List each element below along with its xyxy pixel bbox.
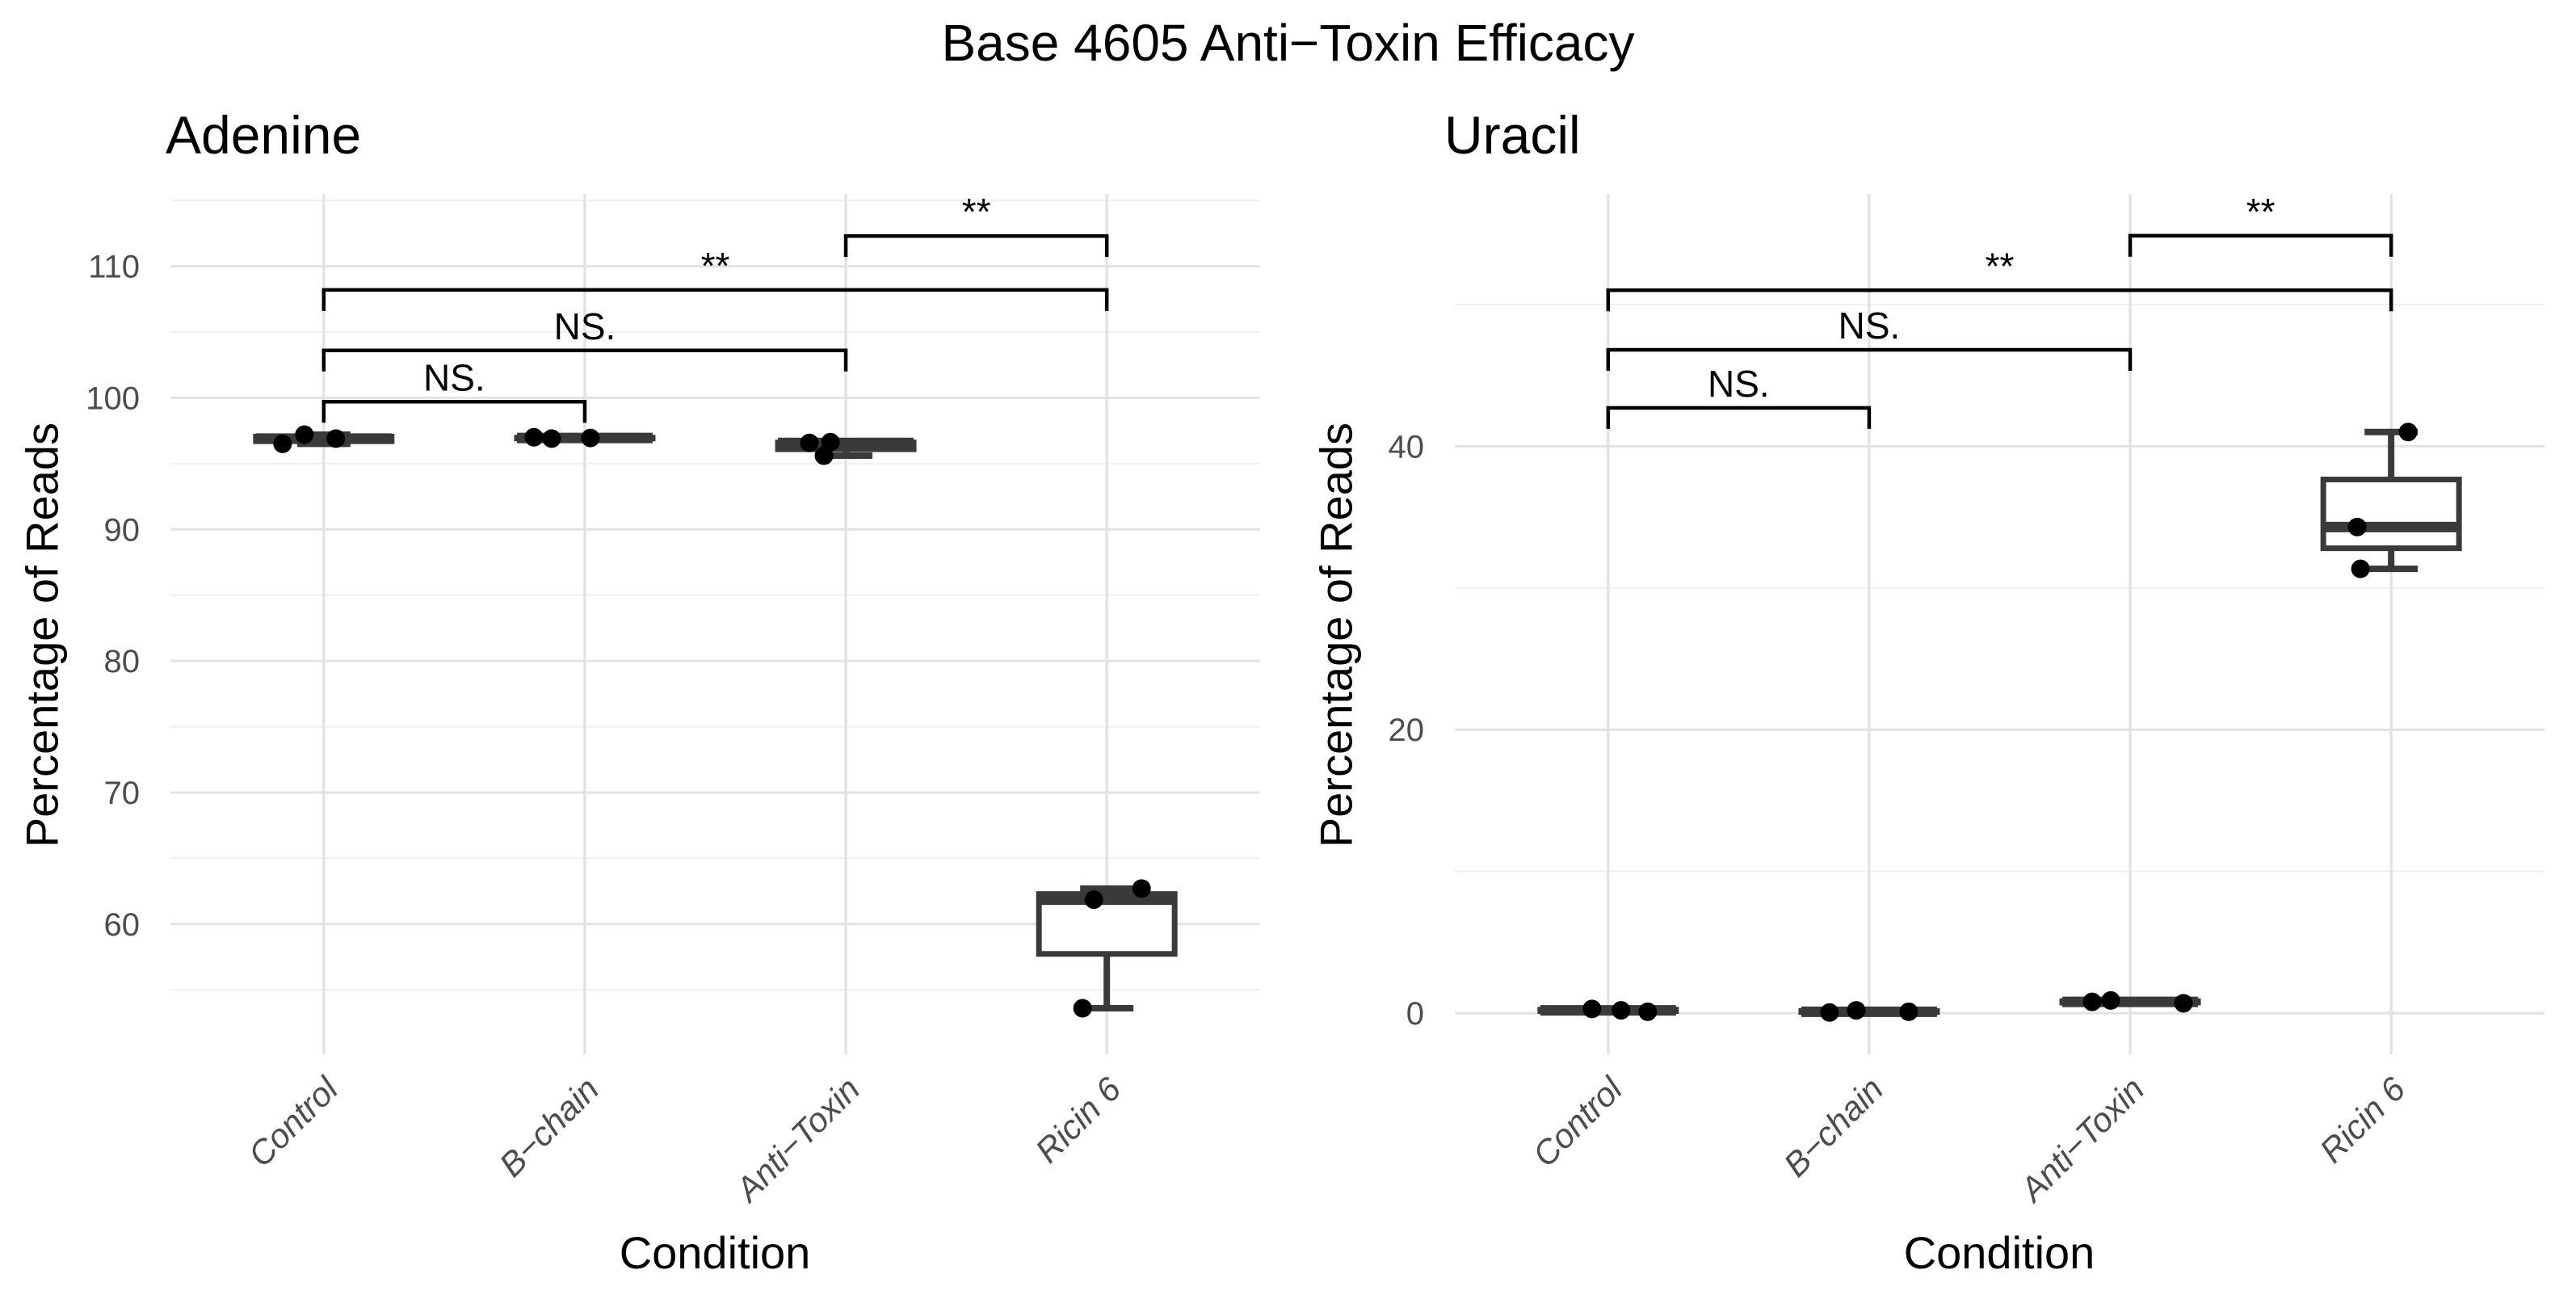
y-tick-label: 0	[1406, 996, 1424, 1032]
significance-bracket	[2128, 233, 2393, 257]
significance-label: **	[2246, 191, 2276, 233]
facet-label-adenine: Adenine	[166, 105, 362, 165]
data-point	[2174, 994, 2193, 1013]
data-point	[1899, 1002, 1918, 1021]
significance-label: **	[1986, 245, 2015, 287]
data-point	[2101, 990, 2120, 1010]
significance-label: **	[701, 245, 730, 287]
x-tick-label: Anti−Toxin	[727, 1070, 868, 1210]
data-point	[326, 429, 346, 448]
significance-bracket	[321, 288, 1109, 311]
significance-label: NS.	[554, 305, 616, 347]
y-tick-label: 40	[1389, 429, 1425, 465]
y-tick-label: 20	[1389, 713, 1425, 748]
x-tick-label: Anti−Toxin	[2011, 1070, 2152, 1210]
data-point	[542, 429, 561, 448]
x-tick-label: B−chain	[492, 1070, 606, 1184]
data-point	[1582, 999, 1602, 1019]
significance-bracket	[843, 233, 1109, 258]
facet-label-uracil: Uracil	[1444, 105, 1581, 165]
x-tick-label: Ricin 6	[2313, 1070, 2413, 1170]
x-tick-label: Control	[1525, 1069, 1630, 1174]
significance-label: NS.	[1838, 305, 1901, 347]
data-point	[2398, 423, 2418, 442]
significance-label: **	[962, 191, 991, 233]
data-point	[1084, 890, 1103, 910]
data-point	[1638, 1002, 1658, 1021]
significance-bracket	[1606, 347, 2133, 371]
significance-bracket	[1606, 288, 2393, 312]
significance-bracket	[321, 400, 587, 423]
data-point	[821, 432, 840, 452]
y-tick-label: 80	[104, 644, 141, 679]
significance-label: NS.	[423, 356, 485, 398]
y-tick-label: 70	[104, 776, 141, 811]
data-point	[2347, 517, 2367, 536]
significance-bracket	[321, 348, 848, 372]
data-point	[1073, 999, 1092, 1018]
y-tick-label: 60	[104, 907, 141, 943]
data-point	[2082, 992, 2102, 1011]
x-axis-title-left: Condition	[619, 1227, 811, 1278]
significance-label: NS.	[1708, 363, 1770, 405]
significance-bracket	[1606, 406, 1872, 429]
data-point	[2351, 559, 2370, 578]
x-tick-label: Control	[241, 1069, 346, 1174]
x-tick-label: Ricin 6	[1028, 1070, 1128, 1170]
data-point	[581, 428, 600, 448]
data-point	[1132, 879, 1151, 898]
x-axis-title-right: Condition	[1903, 1227, 2095, 1278]
data-point	[1847, 1001, 1866, 1020]
data-point	[800, 433, 819, 452]
y-tick-label: 110	[88, 250, 140, 285]
data-point	[524, 427, 544, 447]
data-point	[1820, 1003, 1839, 1022]
boxplot-box	[2320, 477, 2462, 552]
chart-title: Base 4605 Anti−Toxin Efficacy	[941, 14, 1635, 72]
y-tick-label: 100	[86, 381, 140, 416]
data-point	[295, 425, 314, 444]
data-point	[273, 434, 292, 453]
data-point	[1612, 1001, 1631, 1020]
x-tick-label: B−chain	[1776, 1070, 1890, 1184]
y-tick-label: 90	[104, 512, 141, 548]
